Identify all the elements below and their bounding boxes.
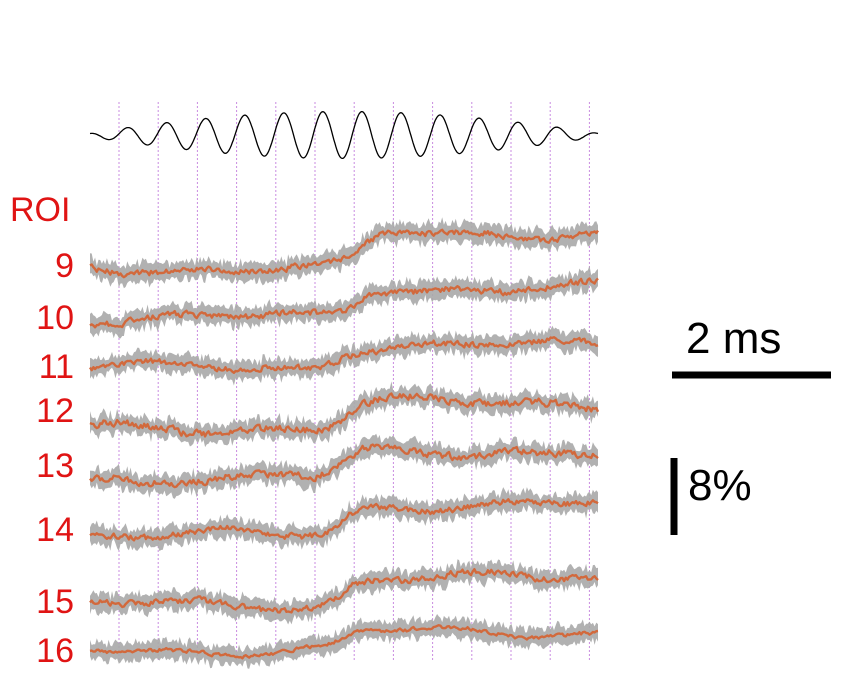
error-band-roi-12 [90, 381, 598, 448]
error-band-roi-16 [90, 614, 598, 669]
error-band-roi-13 [90, 433, 598, 499]
time-scale-bar: 2 ms [672, 314, 831, 379]
trace-roi-16 [89, 624, 599, 660]
roi-label-9: 9 [55, 247, 74, 285]
roi-label-11: 11 [39, 348, 74, 386]
amplitude-scale-bar: 8% [670, 458, 752, 535]
trace-roi-9 [89, 228, 599, 279]
roi-label-14: 14 [36, 511, 74, 549]
trace-roi-14 [89, 498, 599, 542]
trace-roi-10 [89, 277, 599, 329]
amplitude-scale-label: 8% [688, 461, 752, 510]
roi-header: ROI [10, 191, 70, 229]
roi-labels: 9 10 11 12 13 14 15 16 [36, 247, 74, 670]
roi-label-15: 15 [36, 583, 74, 621]
roi-label-12: 12 [36, 392, 74, 430]
trace-roi-11 [88, 336, 599, 374]
error-band-roi-10 [90, 265, 598, 339]
trace-roi-13 [89, 443, 599, 489]
stimulus-waveform-group [89, 111, 599, 160]
stimulus-waveform [89, 111, 599, 160]
trace-roi-12 [89, 392, 600, 438]
roi-label-13: 13 [36, 447, 74, 485]
trace-roi-15 [89, 568, 599, 614]
time-scale-label: 2 ms [686, 314, 781, 363]
roi-label-16: 16 [36, 632, 74, 670]
roi-label-10: 10 [36, 299, 74, 337]
roi-traces [88, 217, 600, 669]
stimulus-marker-lines [118, 102, 590, 662]
error-band-roi-9 [90, 217, 598, 289]
